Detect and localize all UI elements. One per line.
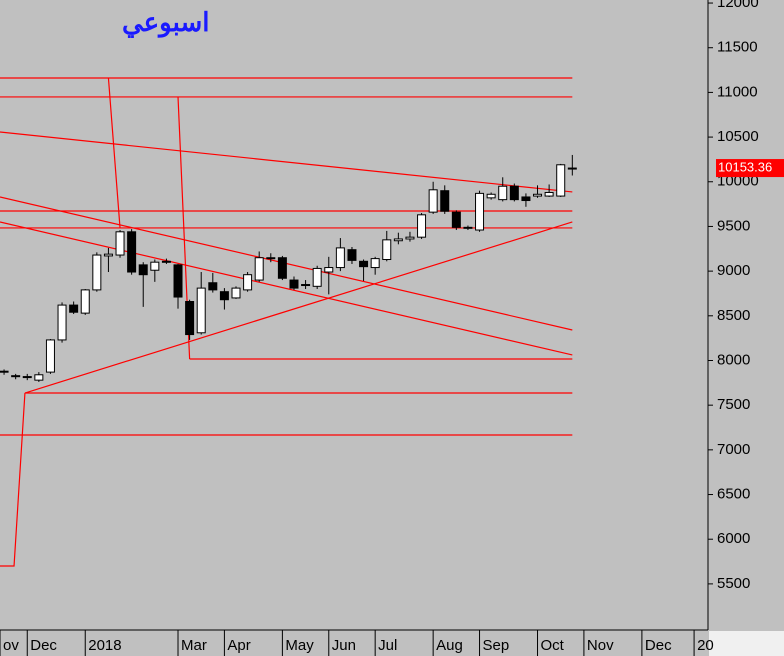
candle-body <box>34 374 44 381</box>
candle-body <box>440 190 450 212</box>
candle-body <box>463 226 473 229</box>
candle-body <box>405 236 415 240</box>
candle-body <box>243 274 253 291</box>
candle-body <box>266 257 276 260</box>
trend-line <box>0 131 573 193</box>
candle-body <box>567 167 577 170</box>
trend-line <box>107 77 121 229</box>
candle-body <box>277 257 287 279</box>
candle-body <box>301 284 311 287</box>
x-tick-label: Sep <box>483 637 510 654</box>
y-tick-label: 9000 <box>717 262 750 279</box>
y-tick-label: 7500 <box>717 396 750 413</box>
chart-title: اسبوعي <box>122 8 209 38</box>
candle-body <box>150 261 160 271</box>
candle-body <box>115 231 125 256</box>
y-tick-label: 9500 <box>717 217 750 234</box>
x-tick-label: Aug <box>436 637 463 654</box>
trend-line <box>0 221 573 356</box>
candle-body <box>486 193 496 199</box>
candle-body <box>324 267 334 273</box>
candle-body <box>173 264 183 298</box>
candle-body <box>312 267 322 287</box>
candle-body <box>231 287 241 299</box>
x-tick-label: 20 <box>697 637 714 654</box>
candle-body <box>544 191 554 197</box>
candle-body <box>138 264 148 276</box>
trend-line <box>24 221 573 394</box>
candle-body <box>382 239 392 261</box>
candle-body <box>127 231 137 273</box>
candle-body <box>417 214 427 238</box>
x-tick-label: Nov <box>587 637 614 654</box>
candle-body <box>196 287 206 334</box>
candle-body <box>335 247 345 269</box>
last-price-box <box>716 159 784 178</box>
y-tick-label: 8500 <box>717 307 750 324</box>
y-tick-label: 12000 <box>717 0 759 11</box>
candle-body <box>521 196 531 202</box>
x-tick-label: ov <box>3 637 19 654</box>
candle-body <box>0 370 9 373</box>
candle-body <box>393 238 403 242</box>
y-tick-label: 6000 <box>717 530 750 547</box>
candle-body <box>185 301 195 336</box>
y-tick-label: 8000 <box>717 351 750 368</box>
candle-body <box>370 258 380 269</box>
x-tick-label: Jun <box>332 637 356 654</box>
last-price-label: 10153.36 <box>718 159 772 174</box>
candle-body <box>533 193 543 197</box>
candle-body <box>254 257 264 281</box>
y-tick-label: 6500 <box>717 485 750 502</box>
candle-body <box>219 291 229 301</box>
x-tick-label: Dec <box>30 637 57 654</box>
y-tick-label: 11000 <box>717 83 758 100</box>
candle-body <box>22 376 32 379</box>
candle-body <box>359 260 369 268</box>
candle-body <box>80 289 90 314</box>
candle-body <box>451 211 461 228</box>
x-tick-label: Dec <box>645 637 672 654</box>
candle-body <box>475 192 485 231</box>
candle-body <box>556 164 566 197</box>
candle-body <box>92 254 102 291</box>
candle-body <box>45 339 55 373</box>
candle-body <box>69 304 79 313</box>
candle-body <box>57 304 67 341</box>
x-tick-label: Mar <box>181 637 207 654</box>
x-tick-label: Apr <box>227 637 250 654</box>
trend-line <box>0 392 26 567</box>
candle-body <box>498 185 508 201</box>
candle-body <box>103 253 113 257</box>
x-tick-label: May <box>285 637 314 654</box>
corner-box <box>709 631 784 656</box>
candle-body <box>208 282 218 291</box>
candle-body <box>161 260 171 263</box>
candle-body <box>289 279 299 289</box>
candle-body <box>11 375 21 378</box>
x-tick-label: Jul <box>378 637 397 654</box>
x-tick-label: 2018 <box>88 637 121 654</box>
x-tick-label: Oct <box>541 637 565 654</box>
y-tick-label: 7000 <box>717 441 750 458</box>
y-tick-label: 5500 <box>717 575 750 592</box>
plot-area <box>0 77 577 567</box>
y-tick-label: 11500 <box>717 39 758 56</box>
candle-body <box>509 185 519 201</box>
candle-body <box>428 189 438 213</box>
y-tick-label: 10500 <box>717 128 759 145</box>
candle-body <box>347 249 357 261</box>
